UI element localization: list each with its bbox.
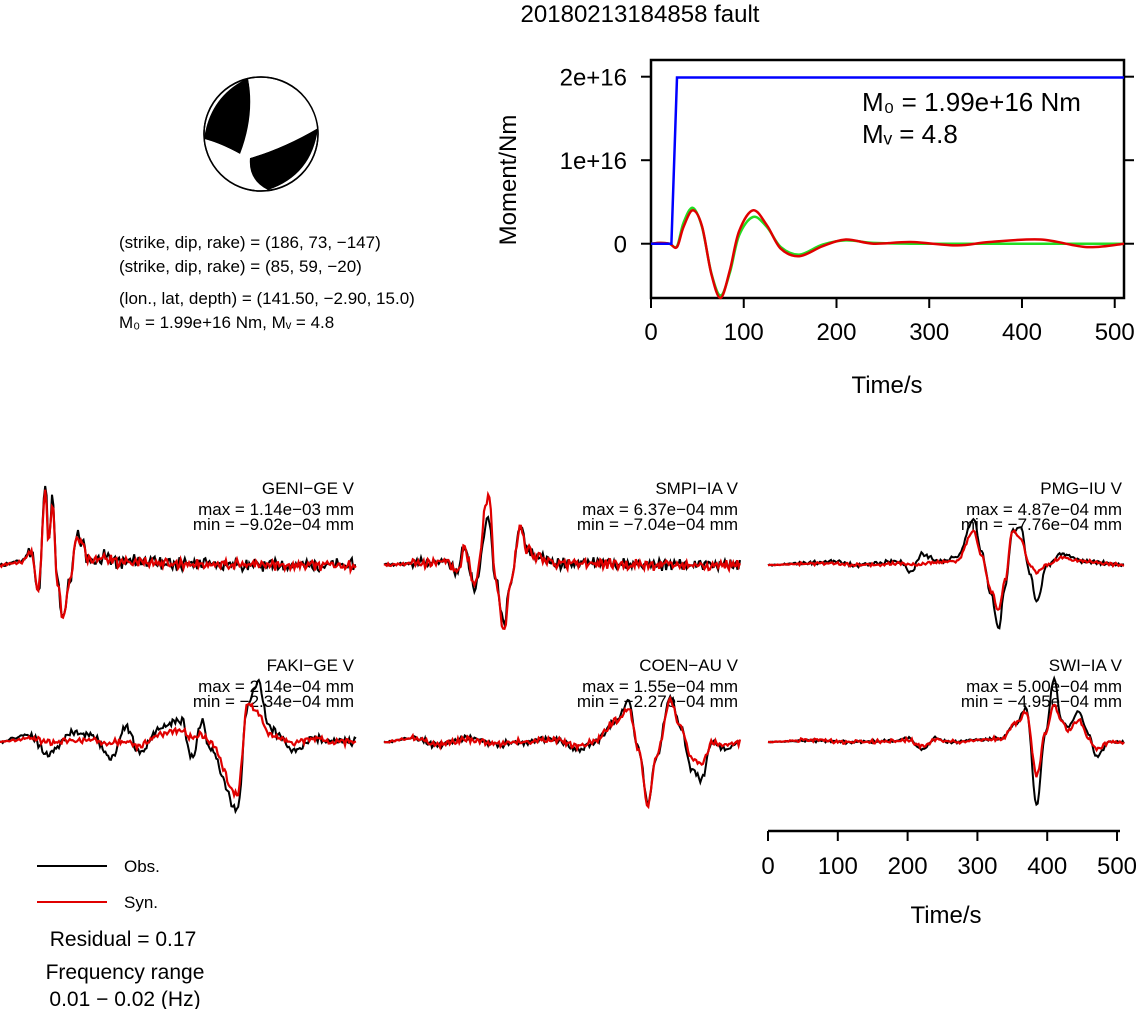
synthetic-trace (383, 695, 742, 810)
moment-ytick-label: 1e+16 (560, 148, 627, 175)
station-min: min = −4.95e−04 mm (961, 692, 1122, 711)
moment-ytick-label: 0 (614, 232, 627, 259)
figure-title: 20180213184858 fault (521, 1, 760, 28)
moment-plot-frame (649, 58, 1126, 300)
moment-xtick-label: 200 (816, 319, 856, 346)
station-name: FAKI−GE V (267, 656, 355, 675)
legend: Obs. Syn. (37, 857, 160, 912)
frequency-value: 0.01 − 0.02 (Hz) (49, 988, 200, 1009)
moment-series-blue (651, 76, 1124, 245)
station-name: COEN−AU V (639, 656, 738, 675)
moment-plot: 0 100 200 300 400 500 0 1e+16 2e+16 M₀ = 1.99e+1… (495, 58, 1135, 399)
moment-series-red (650, 209, 1125, 300)
moment-annotation-mw: Mᵥ = 4.8 (862, 119, 958, 149)
source-line-3: (lon., lat, depth) = (141.50, −2.90, 15.… (119, 289, 415, 308)
station-name: SWI−IA V (1049, 656, 1123, 675)
station-max: max = 5.00e−04 mm (966, 677, 1122, 696)
moment-annotation-m0: M₀ = 1.99e+16 Nm (862, 87, 1081, 117)
source-line-4: M₀ = 1.99e+16 Nm, Mᵥ = 4.8 (119, 313, 334, 332)
station-max: max = 1.14e−03 mm (198, 500, 354, 519)
station-name: SMPI−IA V (655, 479, 738, 498)
waveform-xtick-label: 0 (761, 853, 774, 880)
focal-mechanism-beachball (203, 76, 319, 192)
moment-xtick-label: 100 (724, 319, 764, 346)
synthetic-trace (0, 489, 357, 620)
waveform-xtick-label: 200 (888, 853, 928, 880)
waveform-xtick-label: 400 (1027, 853, 1067, 880)
waveform-xtick-label: 100 (818, 853, 858, 880)
moment-xtick-label: 400 (1002, 319, 1042, 346)
moment-xtick-label: 0 (644, 319, 657, 346)
observed-trace (0, 678, 357, 815)
waveform-time-axis: Time/s 0 100 200 300 400 500 (761, 829, 1137, 929)
observed-trace (767, 517, 1125, 630)
legend-syn-label: Syn. (124, 893, 158, 912)
source-line-1: (strike, dip, rake) = (186, 73, −147) (119, 233, 381, 252)
station-max: max = 2.14e−04 mm (198, 677, 354, 696)
synthetic-trace (767, 703, 1125, 778)
station-name: PMG−IU V (1040, 479, 1122, 498)
frequency-label: Frequency range (46, 961, 205, 984)
synthetic-trace (0, 702, 357, 800)
station-min: min = −9.02e−04 mm (193, 515, 354, 534)
moment-ylabel: Moment/Nm (495, 115, 522, 246)
waveform-xtick-label: 300 (957, 853, 997, 880)
station-min: min = −2.34e−04 mm (193, 692, 354, 711)
synthetic-trace (767, 529, 1125, 612)
station-name: GENI−GE V (262, 479, 355, 498)
residual-text: Residual = 0.17 (50, 928, 197, 951)
moment-xtick-label: 500 (1095, 319, 1135, 346)
moment-xlabel: Time/s (851, 372, 922, 399)
station-min: min = −7.04e−04 mm (577, 515, 738, 534)
station-max: max = 4.87e−04 mm (966, 500, 1122, 519)
moment-series-green (650, 206, 1124, 297)
waveform-xtick-label: 500 (1097, 853, 1137, 880)
waveform-xlabel: Time/s (910, 902, 981, 929)
source-line-2: (strike, dip, rake) = (85, 59, −20) (119, 257, 362, 276)
observed-trace (383, 693, 741, 805)
synthetic-trace (383, 490, 742, 631)
moment-ytick-label: 2e+16 (560, 65, 627, 92)
moment-xtick-label: 300 (909, 319, 949, 346)
legend-obs-label: Obs. (124, 857, 160, 876)
station-max: max = 1.55e−04 mm (582, 677, 738, 696)
station-min: min = −2.27e−04 mm (577, 692, 738, 711)
station-min: min = −7.76e−04 mm (961, 515, 1122, 534)
station-max: max = 6.37e−04 mm (582, 500, 738, 519)
